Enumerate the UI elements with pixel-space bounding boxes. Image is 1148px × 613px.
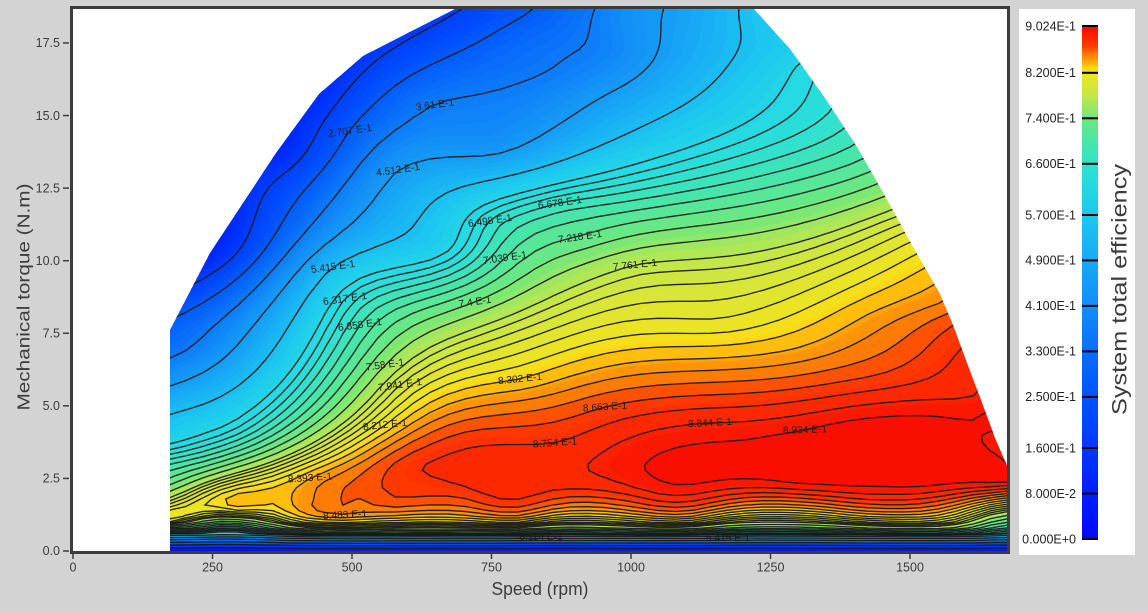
svg-text:15.0: 15.0: [36, 109, 60, 123]
svg-text:0.000E+0: 0.000E+0: [1022, 532, 1076, 546]
svg-text:4.900E-1: 4.900E-1: [1025, 254, 1076, 268]
svg-text:7.761 E-1: 7.761 E-1: [613, 258, 658, 274]
svg-text:1000: 1000: [617, 561, 645, 575]
svg-text:8.302 E-1: 8.302 E-1: [498, 372, 543, 388]
svg-text:10.0: 10.0: [36, 254, 60, 268]
svg-text:Mechanical torque (N.m): Mechanical torque (N.m): [14, 184, 34, 411]
svg-text:8.000E-2: 8.000E-2: [1025, 487, 1076, 501]
svg-text:System total efficiency: System total efficiency: [1109, 163, 1132, 415]
svg-text:5.415 E-1: 5.415 E-1: [706, 533, 751, 544]
svg-text:8.212 E-1: 8.212 E-1: [363, 418, 408, 434]
svg-text:5.0: 5.0: [43, 399, 60, 413]
svg-text:8.200E-1: 8.200E-1: [1025, 66, 1076, 80]
svg-text:17.5: 17.5: [36, 36, 60, 50]
svg-text:250: 250: [202, 561, 223, 575]
svg-text:7.400E-1: 7.400E-1: [1025, 112, 1076, 126]
svg-text:0.0: 0.0: [43, 544, 60, 558]
svg-text:12.5: 12.5: [36, 181, 60, 195]
svg-text:5.700E-1: 5.700E-1: [1025, 208, 1076, 222]
svg-text:8.844 E-1: 8.844 E-1: [688, 417, 733, 430]
svg-text:Speed (rpm): Speed (rpm): [492, 579, 589, 599]
svg-text:2.5: 2.5: [43, 472, 60, 486]
svg-text:1250: 1250: [757, 561, 785, 575]
svg-text:750: 750: [481, 561, 502, 575]
svg-text:2.500E-1: 2.500E-1: [1025, 390, 1076, 404]
svg-text:8.934 E-1: 8.934 E-1: [783, 424, 828, 437]
svg-text:4.100E-1: 4.100E-1: [1025, 299, 1076, 313]
svg-text:1.600E-1: 1.600E-1: [1025, 441, 1076, 455]
svg-text:8.663 E-1: 8.663 E-1: [583, 400, 628, 414]
svg-text:9.024E-1: 9.024E-1: [1025, 19, 1076, 33]
svg-text:0: 0: [70, 561, 77, 575]
svg-text:8.393 E-1: 8.393 E-1: [288, 471, 333, 485]
svg-text:8.754 E-1: 8.754 E-1: [533, 436, 578, 450]
svg-text:6.114 E-1: 6.114 E-1: [519, 532, 563, 543]
svg-text:6.600E-1: 6.600E-1: [1025, 157, 1076, 171]
svg-text:3.61 E-1: 3.61 E-1: [415, 97, 455, 113]
svg-text:7.5: 7.5: [43, 326, 60, 340]
svg-text:3.300E-1: 3.300E-1: [1025, 345, 1076, 359]
svg-text:8.483 E-1: 8.483 E-1: [323, 509, 368, 522]
svg-text:500: 500: [342, 561, 363, 575]
svg-text:7.58 E-1: 7.58 E-1: [365, 357, 405, 373]
svg-text:7.4 E-1: 7.4 E-1: [458, 295, 492, 311]
svg-text:1500: 1500: [896, 561, 924, 575]
